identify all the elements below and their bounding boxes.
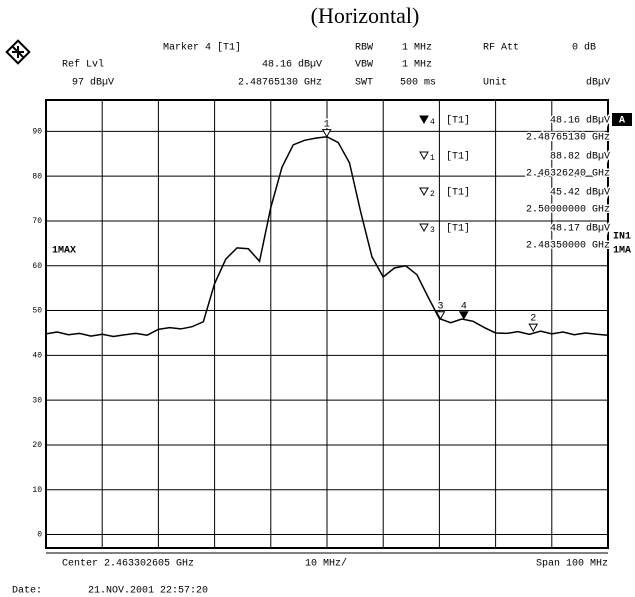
side-label: 1MA <box>613 246 631 257</box>
y-tick-label: 80 <box>32 172 42 181</box>
marker-table-freq: 2.50000000 GHz <box>526 205 610 216</box>
marker-table-tag: [T1] <box>446 187 470 199</box>
header-rbw: 1 MHz <box>402 43 432 54</box>
marker <box>435 311 446 320</box>
marker-number: 1 <box>324 119 330 130</box>
footer-date: 21.NOV.2001 22:57:20 <box>88 586 208 597</box>
logo <box>5 39 31 65</box>
header-swt: 500 ms <box>400 78 436 89</box>
y-tick-label: 70 <box>32 217 42 226</box>
marker-symbol <box>419 187 429 197</box>
marker-number: 3 <box>438 301 444 312</box>
marker-table-level: 48.16 dBµV <box>550 115 610 127</box>
header-ref-lvl: 97 dBµV <box>72 77 114 89</box>
side-label: A <box>619 116 625 127</box>
trace-label: 1MAX <box>52 246 76 257</box>
marker-table-freq: 2.48350000 GHz <box>526 241 610 252</box>
header-unit: dBµV <box>586 77 610 89</box>
header-ref-lvl-label: Ref Lvl <box>62 59 104 71</box>
footer-div: 10 MHz/ <box>305 558 347 570</box>
y-tick-label: 10 <box>32 486 42 495</box>
marker-number: 4 <box>461 301 467 312</box>
header-rf-att: 0 dB <box>572 42 596 54</box>
header-rbw-label: RBW <box>355 43 373 54</box>
y-tick-label: 90 <box>32 127 42 136</box>
y-tick-label: 60 <box>32 262 42 271</box>
marker-table-tag: [T1] <box>446 223 470 235</box>
marker-table-number: 3 <box>430 226 435 235</box>
marker-symbol <box>419 223 429 233</box>
chart-title: (Horizontal) <box>311 3 420 28</box>
marker-symbol <box>419 151 429 161</box>
marker-table-level: 48.17 dBµV <box>550 223 610 235</box>
marker-symbol <box>419 115 429 125</box>
footer-center: Center 2.463302605 GHz <box>62 559 194 570</box>
marker-table-level: 88.82 dBµV <box>550 151 610 163</box>
header-unit-label: Unit <box>483 77 507 89</box>
marker-table-freq: 2.48765130 GHz <box>526 133 610 144</box>
marker-table-level: 45.42 dBµV <box>550 187 610 199</box>
marker-table-tag: [T1] <box>446 115 470 127</box>
marker-table-number: 4 <box>430 118 435 127</box>
marker-table-number: 1 <box>430 154 435 163</box>
header-vbw: 1 MHz <box>402 60 432 71</box>
footer-span: Span 100 MHz <box>536 559 608 570</box>
header-marker-level: 48.16 dBµV <box>262 59 322 71</box>
header-marker-freq: 2.48765130 GHz <box>238 78 322 89</box>
y-tick-label: 50 <box>32 307 42 316</box>
header-rf-att-label: RF Att <box>483 43 519 54</box>
marker <box>321 129 332 138</box>
header-swt-label: SWT <box>355 78 373 89</box>
y-tick-label: 20 <box>32 441 42 450</box>
marker-table-tag: [T1] <box>446 151 470 163</box>
marker <box>528 323 539 333</box>
footer-date-label: Date: <box>12 586 42 597</box>
side-label: IN1 <box>613 232 631 243</box>
header-marker: Marker 4 [T1] <box>163 42 241 54</box>
marker <box>458 311 469 320</box>
y-tick-label: 0 <box>37 531 42 540</box>
y-tick-label: 40 <box>32 351 42 360</box>
marker-number: 2 <box>530 314 536 325</box>
side-box <box>612 113 632 126</box>
header-vbw-label: VBW <box>355 60 373 71</box>
marker-table-number: 2 <box>430 190 435 199</box>
y-tick-label: 30 <box>32 396 42 405</box>
marker-table-freq: 2.46326240 GHz <box>526 169 610 180</box>
